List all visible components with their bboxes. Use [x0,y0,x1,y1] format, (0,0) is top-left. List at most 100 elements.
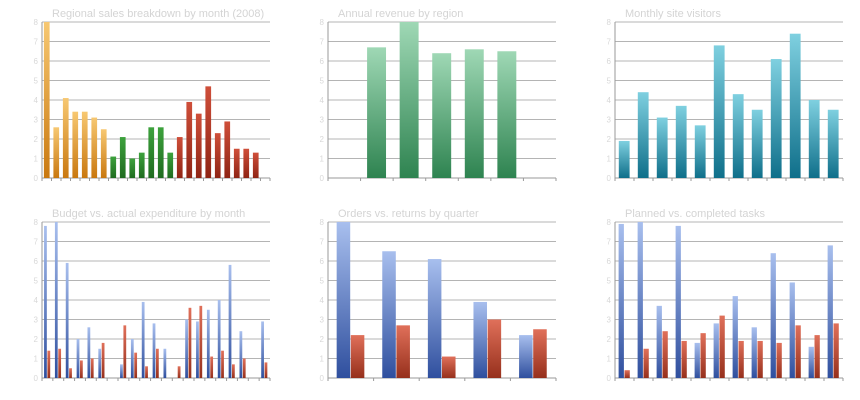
bar [618,140,630,178]
y-tick-label: 7 [320,238,325,247]
bar [233,148,240,178]
bar [487,319,502,378]
bar [473,301,487,378]
bar [81,111,88,178]
y-tick-label: 0 [607,174,612,183]
bar [694,342,700,378]
y-tick-label: 1 [34,355,39,364]
bar [700,333,706,378]
y-tick-label: 1 [34,155,39,164]
bar [239,331,243,378]
bar [242,358,246,378]
bar [770,253,776,378]
y-tick-label: 5 [607,77,612,86]
bar [367,47,387,178]
bar [519,335,533,378]
bar [675,105,687,178]
bar [533,329,547,378]
chart-canvas-2: 0 1 2 3 4 5 6 7 8 [320,18,557,183]
bar [427,259,442,378]
bar [195,113,202,178]
y-tick-label: 4 [320,96,325,105]
bar [65,262,69,378]
bar [350,335,365,378]
y-tick-label: 2 [34,335,39,344]
bar [72,111,79,178]
bar [738,340,744,378]
y-tick-label: 3 [607,316,612,325]
y-tick-label: 2 [320,335,325,344]
chart-title: Annual revenue by region [338,8,464,20]
bar [176,137,183,178]
y-tick-label: 1 [607,155,612,164]
y-tick-label: 0 [320,174,325,183]
chart-title: Orders vs. returns by quarter [338,208,479,220]
y-tick-label: 4 [607,96,612,105]
bar [432,53,452,179]
bar [399,22,419,178]
bar [464,49,484,178]
y-tick-label: 6 [320,257,325,266]
bar [757,340,763,378]
y-tick-label: 8 [320,18,325,27]
bar [662,331,668,378]
chart-canvas-5: 0 1 2 3 4 5 6 7 8 [320,218,557,383]
bar [732,94,744,178]
bar [719,315,725,378]
bar [177,366,181,378]
bar [751,327,757,378]
bar [795,325,801,378]
chart-canvas-4: 0 1 2 3 4 5 6 7 8 [34,218,271,383]
bar [129,158,136,178]
bar [770,59,782,178]
bar [497,51,517,178]
y-tick-label: 0 [320,374,325,383]
y-tick-label: 5 [34,77,39,86]
bar [145,366,148,378]
y-tick-label: 4 [34,96,39,105]
y-tick-label: 7 [34,38,39,47]
bar [643,348,649,378]
y-tick-label: 3 [607,116,612,125]
bar [637,92,649,178]
bar [732,296,738,378]
y-tick-label: 2 [320,135,325,144]
bar [134,352,138,378]
bar [681,340,687,378]
bar [119,137,126,178]
bar [224,121,231,178]
bar [205,86,212,178]
y-tick-label: 5 [34,277,39,286]
chart-canvas-1: 0 1 2 3 4 5 6 7 8 [34,18,271,183]
bar [186,101,193,178]
y-tick-label: 3 [320,316,325,325]
chart-panel-planned-completed: 0 1 2 3 4 5 6 7 8 Planned vs. completed tasks [585,204,855,394]
y-tick-label: 3 [320,116,325,125]
bar [214,133,221,178]
chart-canvas-6: 0 1 2 3 4 5 6 7 8 [607,218,844,383]
bar [382,251,396,378]
bar [336,222,351,378]
bar [232,364,235,378]
bar [789,33,801,179]
bar [123,325,127,378]
bar [776,342,782,378]
bar [91,117,98,178]
bar [789,282,795,378]
y-tick-label: 5 [320,277,325,286]
y-tick-label: 6 [320,57,325,66]
bar [656,117,668,178]
y-tick-label: 8 [320,218,325,227]
bar [53,127,60,178]
chart-title: Budget vs. actual expenditure by month [52,208,246,220]
bar [138,152,145,178]
bar [656,305,662,378]
bar [814,335,820,378]
bar [58,348,62,378]
y-tick-label: 2 [607,135,612,144]
y-tick-label: 4 [607,296,612,305]
bar [44,225,47,378]
bar [261,321,264,378]
y-tick-label: 8 [34,18,39,27]
bar [624,370,630,378]
